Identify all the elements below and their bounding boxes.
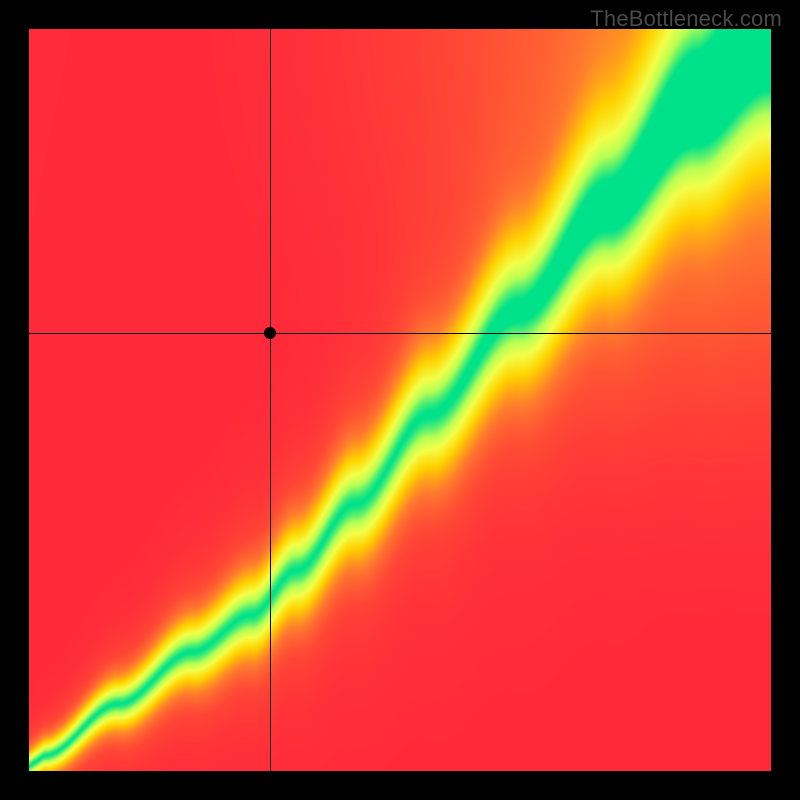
selected-point-marker bbox=[264, 327, 276, 339]
heatmap-canvas bbox=[29, 29, 771, 771]
crosshair-vertical bbox=[270, 29, 271, 771]
watermark-text: TheBottleneck.com bbox=[590, 6, 782, 32]
crosshair-horizontal bbox=[29, 333, 771, 334]
heatmap-plot bbox=[29, 29, 771, 771]
chart-frame: TheBottleneck.com bbox=[0, 0, 800, 800]
